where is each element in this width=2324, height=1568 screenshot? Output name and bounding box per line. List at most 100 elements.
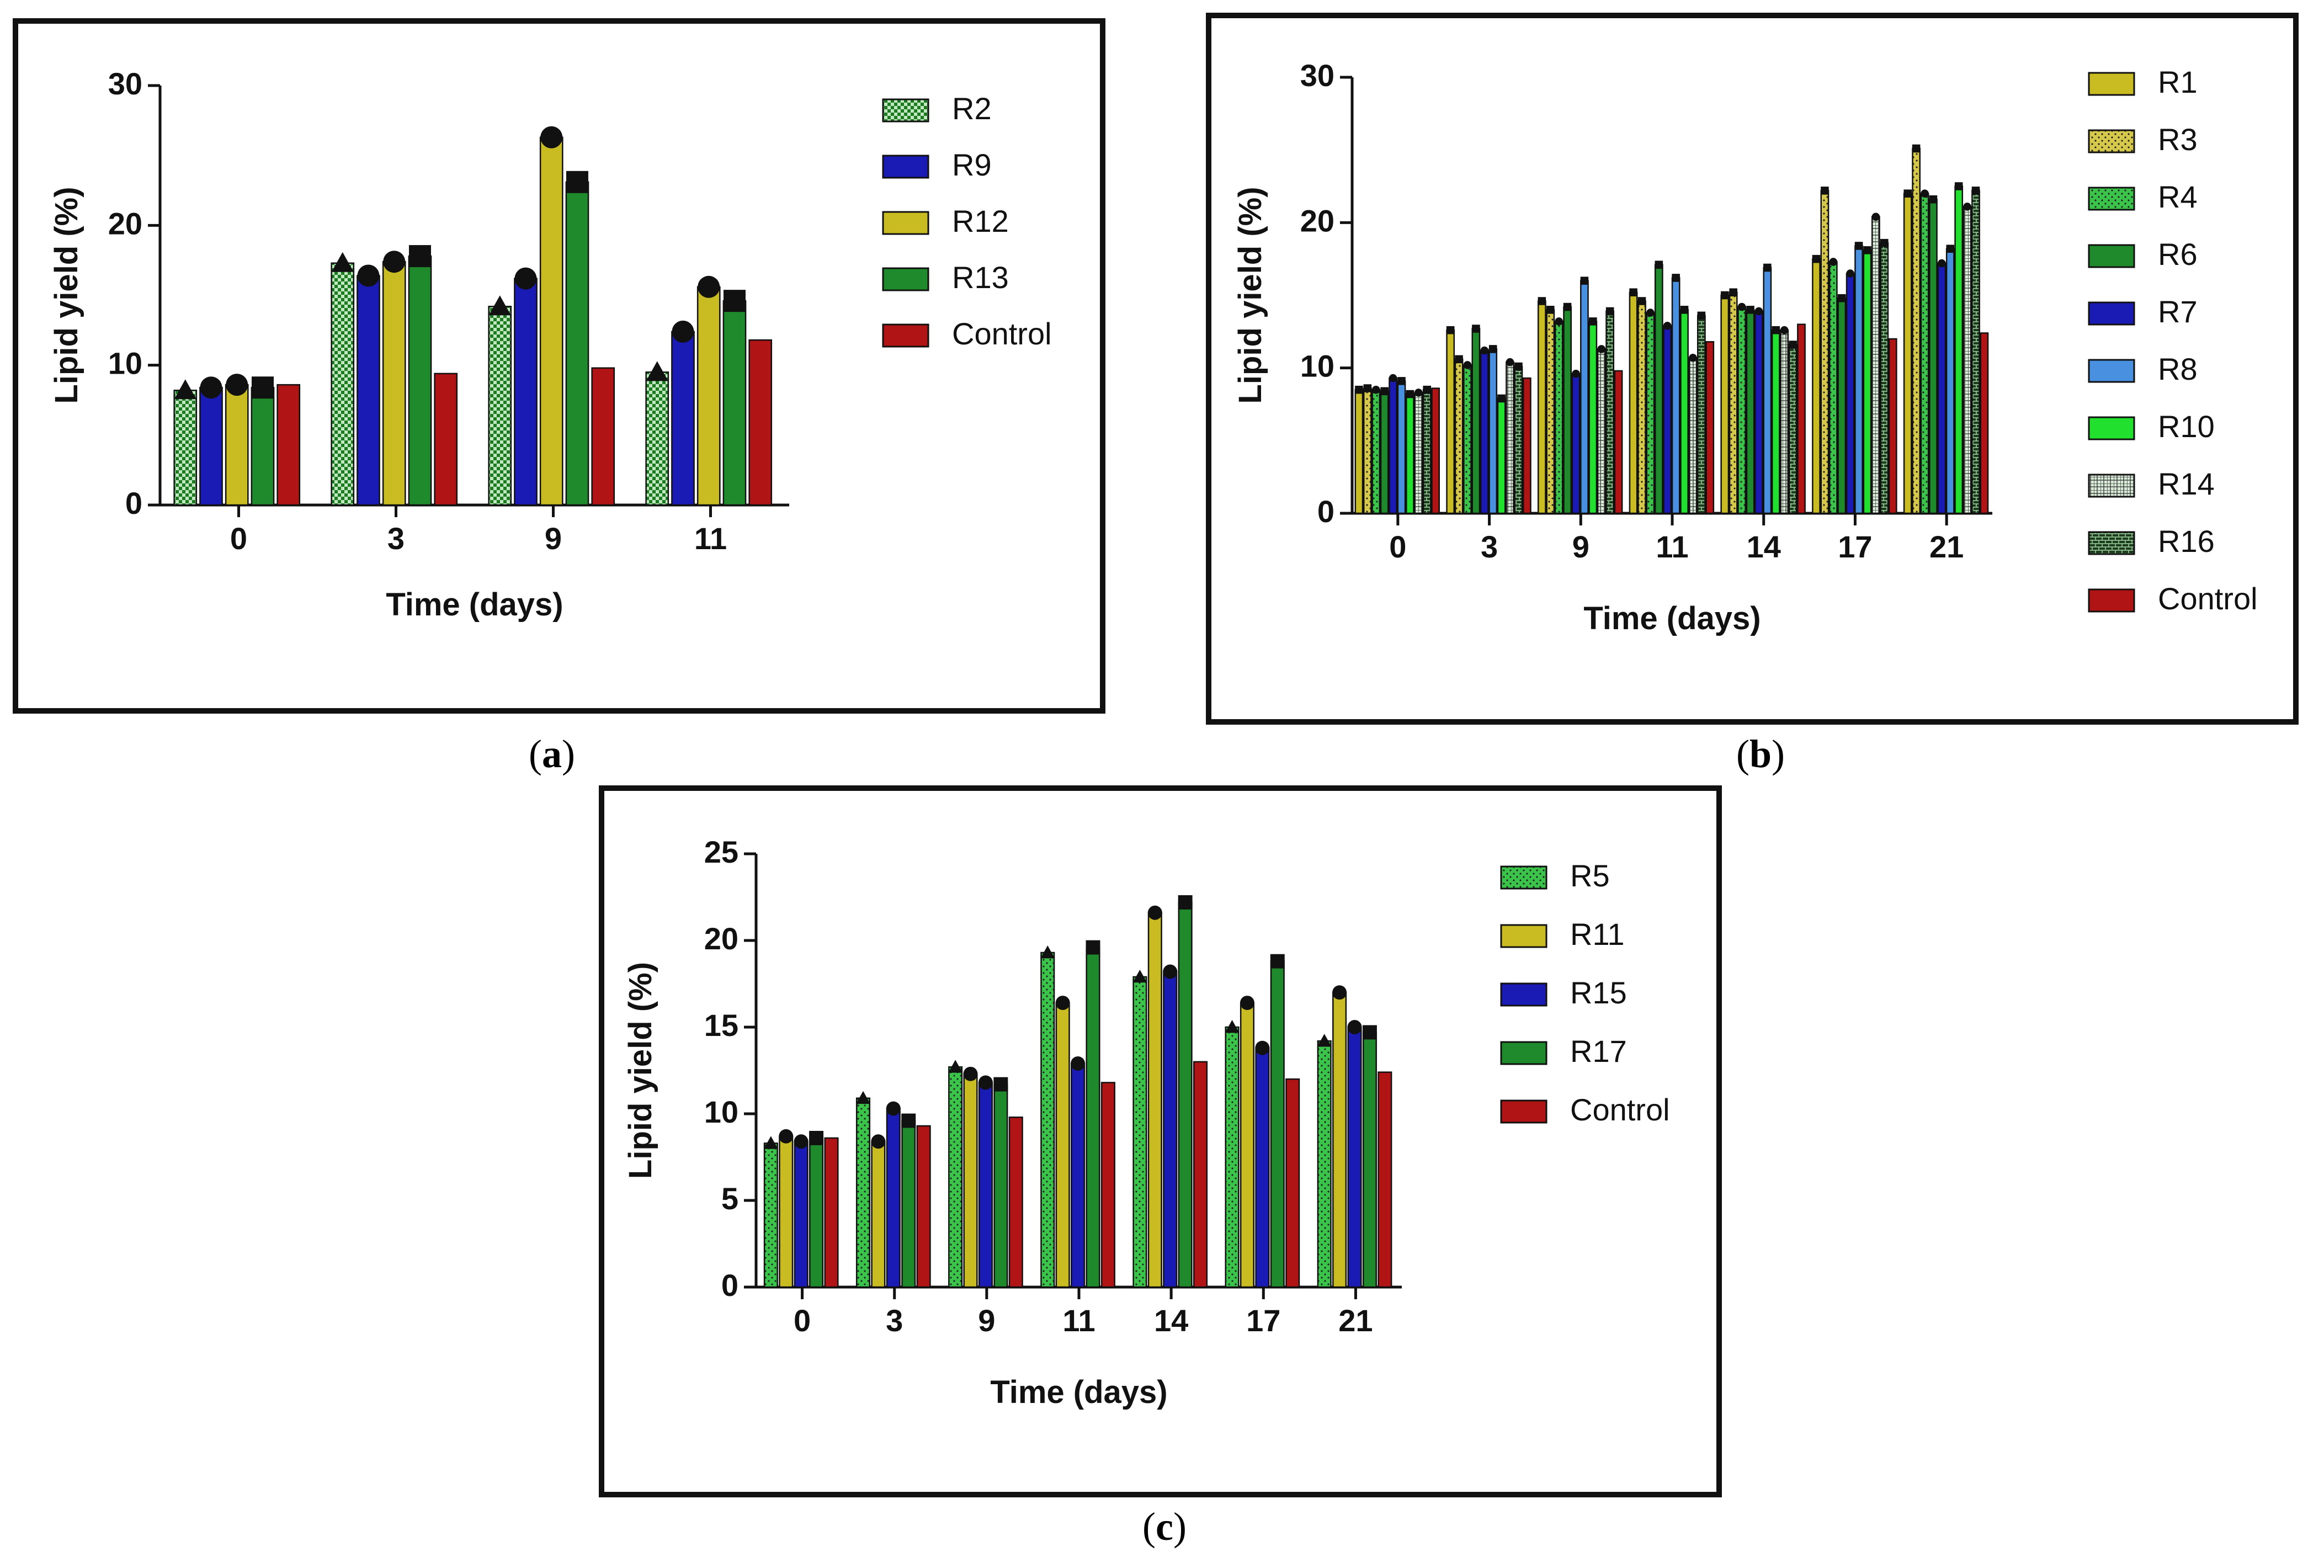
legend-label-r8: R8 [2158,352,2198,386]
marker-r16-day-0 [1423,385,1432,394]
bar-r2-day-9 [488,306,512,506]
bar-r4-day-9 [1554,321,1563,514]
bar-r4-day-11 [1646,312,1655,514]
caption-c-close: ) [1173,1505,1187,1549]
bar-r15-day-11 [1071,1062,1086,1288]
legend-label-r6: R6 [2158,237,2198,272]
x-tick-label: 11 [1656,529,1688,564]
legend-label-r16: R16 [2158,524,2215,559]
bar-r8-day-17 [1854,245,1863,514]
marker-r2-day-3 [331,252,354,272]
bar-control-day-3 [434,373,458,506]
marker-r9-day-0 [200,376,222,399]
marker-r15-day-9 [978,1075,993,1090]
bar-r1-day-9 [1537,300,1546,514]
marker-r8-day-21 [1946,244,1955,253]
marker-r15-day-14 [1163,964,1178,979]
x-tick-label: 11 [1062,1303,1095,1338]
bar-r17-day-14 [1178,901,1193,1288]
marker-r14-day-21 [1963,203,1971,211]
marker-r16-day-14 [1789,341,1797,349]
caption-b-label: b [1749,732,1772,776]
marker-r3-day-21 [1912,144,1921,153]
marker-r4-day-21 [1921,189,1929,198]
marker-r10-day-3 [1497,394,1506,403]
legend-swatch-r15 [1500,982,1547,1007]
marker-r6-day-9 [1563,302,1572,311]
bar-r1-day-11 [1629,291,1638,514]
marker-r16-day-3 [1514,362,1523,371]
legend-label-r1: R1 [2158,65,2198,99]
bar-r11-day-0 [779,1135,794,1288]
x-tick-label: 3 [886,1303,903,1338]
marker-r2-day-0 [174,379,196,400]
bar-control-day-11 [1100,1082,1115,1288]
x-tick-label: 14 [1747,529,1781,564]
caption-b-close: ) [1772,732,1785,776]
bar-r13-day-0 [251,386,275,506]
x-tick-label: 21 [1338,1303,1373,1338]
legend-swatch-r13 [882,267,929,291]
chart-a: 0 10 20 30 0 3 9 11 Time (days) Lipid yield (%) R2… [13,18,1105,714]
bar-r15-day-14 [1163,971,1178,1288]
bar-r5-day-21 [1317,1040,1332,1288]
legend-swatch-r3 [2088,129,2135,153]
marker-r8-day-11 [1672,274,1680,282]
bar-r16-day-0 [1422,389,1432,514]
marker-r16-day-11 [1697,311,1706,320]
bar-r6-day-11 [1654,264,1663,514]
marker-r8-day-9 [1580,277,1589,285]
legend-label-control: Control [2158,581,2258,616]
caption-b-open: ( [1736,732,1749,776]
y-tick-label: 25 [704,835,738,869]
bar-r3-day-21 [1912,147,1921,514]
bar-control-day-17 [1285,1078,1300,1288]
bar-r17-day-17 [1270,960,1285,1288]
panel-c: 0 5 10 15 20 25 0 3 9 11 14 17 21 Time (days) Lipid yi… [585,773,1744,1568]
bar-r15-day-17 [1255,1047,1270,1288]
bar-r15-day-9 [978,1082,993,1288]
bar-r10-day-11 [1680,309,1689,514]
bar-control-day-9 [591,367,615,506]
bar-r11-day-11 [1055,1002,1070,1288]
legend-swatch-r7 [2088,301,2135,326]
panel-a: 0 10 20 30 0 3 9 11 Time (days) Lipid yield (%) R2… [0,0,1159,795]
marker-r9-day-9 [514,267,537,290]
marker-r12-day-9 [540,126,563,148]
marker-r17-day-11 [1086,940,1100,955]
bar-r8-day-11 [1671,277,1680,514]
marker-r1-day-3 [1446,326,1455,334]
bar-r14-day-17 [1871,216,1880,514]
marker-r11-day-9 [963,1066,978,1081]
bar-r7-day-9 [1571,373,1581,514]
bar-r7-day-21 [1937,262,1947,514]
bar-r3-day-14 [1729,291,1738,514]
bar-r14-day-11 [1688,357,1698,514]
caption-b: (b) [1705,731,1816,777]
marker-r17-day-3 [901,1113,916,1128]
marker-r1-day-0 [1355,385,1363,394]
legend-swatch-control [882,323,929,348]
marker-r8-day-3 [1488,345,1497,353]
bar-r14-day-9 [1597,348,1606,514]
bar-r12-day-11 [696,286,721,506]
x-axis-title: Time (days) [386,587,563,623]
bar-r3-day-17 [1820,190,1830,514]
chart-c: 0 5 10 15 20 25 0 3 9 11 14 17 21 Time (days) Lipid yi… [599,785,1722,1497]
marker-r15-day-17 [1255,1040,1270,1055]
bar-control-day-0 [824,1137,839,1288]
bar-control-day-14 [1193,1061,1208,1288]
bar-control-day-14 [1797,323,1806,514]
bar-r1-day-0 [1354,389,1364,514]
y-tick-label: 30 [1300,58,1334,93]
y-tick-label: 0 [721,1268,738,1303]
marker-r1-day-17 [1812,254,1821,263]
marker-r4-day-14 [1737,302,1746,311]
x-axis-title: Time (days) [1583,600,1761,636]
legend-swatch-r10 [2088,416,2135,440]
marker-r5-day-21 [1317,1034,1332,1047]
marker-r3-day-17 [1821,187,1829,195]
bar-r7-day-14 [1754,310,1763,514]
x-tick-label: 9 [545,521,562,556]
bar-r1-day-14 [1720,294,1730,514]
